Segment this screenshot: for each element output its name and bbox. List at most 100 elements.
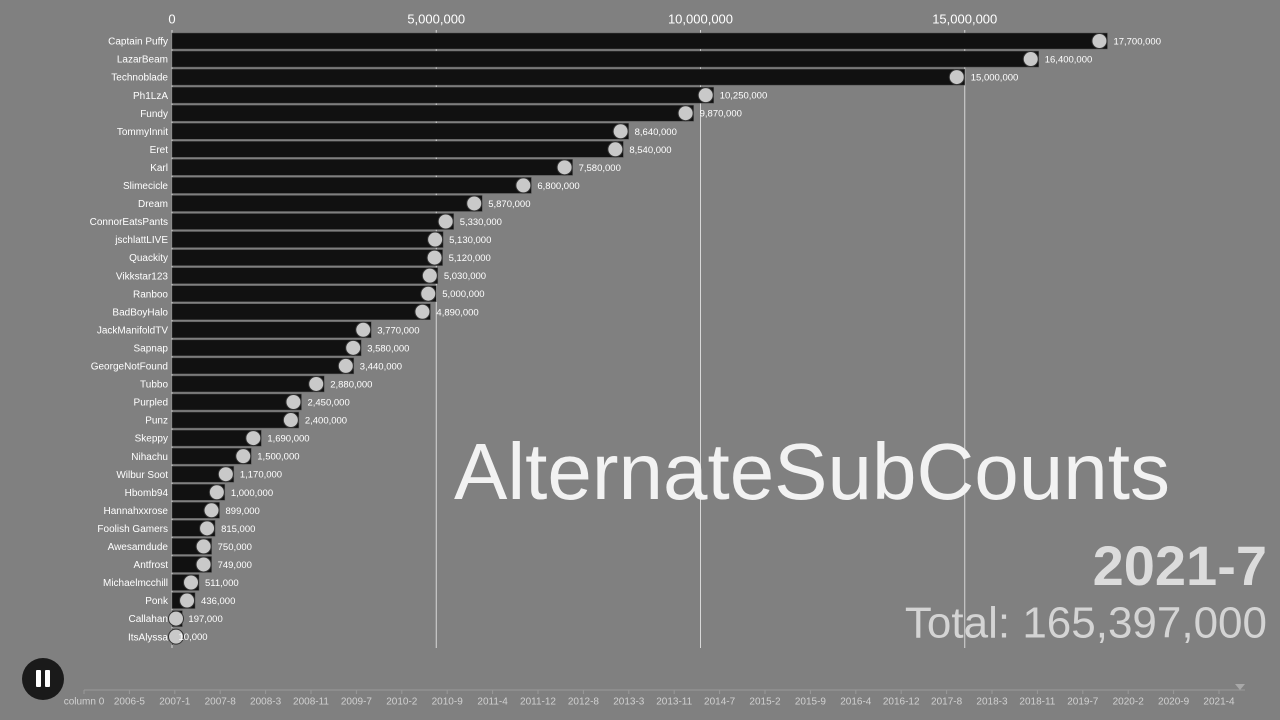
timeline-label: 2007-8 xyxy=(205,697,237,708)
avatar xyxy=(285,394,302,410)
avatar xyxy=(179,592,196,609)
x-tick-label: 10,000,000 xyxy=(668,11,733,26)
play-button[interactable] xyxy=(22,658,64,700)
timeline-label: 2007-1 xyxy=(159,697,191,708)
timeline-label: 2018-11 xyxy=(1019,697,1055,708)
avatar xyxy=(199,520,216,537)
bar xyxy=(171,285,437,302)
timeline-label: 2008-3 xyxy=(250,697,282,708)
bar xyxy=(171,104,694,122)
value-label: 4,890,000 xyxy=(436,307,478,318)
bar xyxy=(171,86,714,104)
bar xyxy=(171,339,362,357)
value-label: 5,130,000 xyxy=(449,235,491,246)
avatar xyxy=(1022,51,1039,68)
category-label: GeorgeNotFound xyxy=(91,362,168,373)
value-label: 3,440,000 xyxy=(360,361,402,372)
bar xyxy=(171,50,1039,68)
value-label: 5,330,000 xyxy=(460,217,502,228)
timeline-label: 2018-3 xyxy=(976,697,1008,708)
category-label: ConnorEatsPants xyxy=(90,217,168,228)
x-tick-label: 15,000,000 xyxy=(932,11,997,26)
value-label: 5,030,000 xyxy=(444,271,486,282)
category-label: Hbomb94 xyxy=(125,488,169,499)
bar xyxy=(171,393,302,411)
timeline-label: 2016-4 xyxy=(840,697,872,708)
category-label: Vikkstar123 xyxy=(116,271,169,282)
timeline-label: 2013-3 xyxy=(613,697,645,708)
value-label: 1,500,000 xyxy=(257,452,299,463)
avatar xyxy=(612,123,629,140)
value-label: 17,700,000 xyxy=(1113,37,1161,48)
avatar xyxy=(948,69,965,86)
timeline-label: 2010-2 xyxy=(386,697,418,708)
value-label: 10,000 xyxy=(179,632,208,643)
timeline-label: column 0 xyxy=(64,697,105,708)
value-label: 197,000 xyxy=(188,614,222,625)
bar xyxy=(171,249,443,266)
avatar xyxy=(308,375,325,392)
timeline-marker[interactable] xyxy=(1235,684,1245,690)
avatar xyxy=(437,213,454,230)
value-label: 2,400,000 xyxy=(305,416,347,427)
bar xyxy=(171,303,431,320)
category-label: Punz xyxy=(145,416,168,427)
timeline-label: 2019-7 xyxy=(1067,697,1099,708)
bar xyxy=(171,32,1108,50)
category-label: Dream xyxy=(138,199,168,210)
category-label: Ponk xyxy=(145,596,169,607)
pause-bar[interactable] xyxy=(36,670,41,687)
bar xyxy=(171,357,355,375)
avatar xyxy=(427,231,444,248)
pause-bar[interactable] xyxy=(45,670,50,687)
category-label: Wilbur Soot xyxy=(116,470,168,481)
bar xyxy=(171,123,629,140)
avatar xyxy=(183,574,200,591)
avatar xyxy=(421,267,438,284)
bar xyxy=(171,231,444,248)
value-label: 10,250,000 xyxy=(720,91,768,102)
category-label: Ph1LzA xyxy=(133,91,168,102)
category-label: Karl xyxy=(150,163,168,174)
timeline-label: 2020-9 xyxy=(1158,697,1190,708)
value-label: 511,000 xyxy=(205,578,239,589)
category-label: BadBoyHalo xyxy=(112,307,168,318)
category-label: Hannahxxrose xyxy=(104,506,169,517)
avatar xyxy=(466,195,483,212)
category-label: Purpled xyxy=(134,398,168,409)
value-label: 5,870,000 xyxy=(488,199,530,210)
avatar xyxy=(1091,33,1108,49)
avatar xyxy=(282,412,299,429)
avatar xyxy=(556,159,573,176)
avatar xyxy=(195,538,212,555)
category-label: Fundy xyxy=(140,109,168,120)
category-label: Michaelmcchill xyxy=(103,578,168,589)
timeline-label: 2013-11 xyxy=(656,697,692,708)
value-label: 2,880,000 xyxy=(330,379,372,390)
avatar xyxy=(420,285,437,302)
value-label: 5,120,000 xyxy=(449,253,491,264)
category-label: ItsAlyssa xyxy=(128,632,168,643)
value-label: 8,540,000 xyxy=(629,145,671,156)
category-label: Sapnap xyxy=(134,343,169,354)
value-label: 1,170,000 xyxy=(240,470,282,481)
avatar xyxy=(677,105,694,122)
bar xyxy=(171,411,300,429)
category-label: Foolish Gamers xyxy=(97,524,168,535)
timeline-label: 2011-4 xyxy=(477,697,508,708)
category-label: TommyInnit xyxy=(117,127,168,138)
avatar xyxy=(168,628,184,645)
play-button-circle[interactable] xyxy=(22,658,64,700)
value-label: 815,000 xyxy=(221,524,255,535)
timeline-label: 2011-12 xyxy=(520,697,556,708)
avatar xyxy=(168,610,184,627)
category-label: Technoblade xyxy=(111,73,168,84)
timeline-label: 2012-8 xyxy=(568,697,600,708)
avatar xyxy=(426,249,443,266)
value-label: 6,800,000 xyxy=(537,181,579,192)
avatar xyxy=(345,339,362,356)
timeline-label: 2016-12 xyxy=(883,697,920,708)
value-label: 8,640,000 xyxy=(635,127,677,138)
value-label: 749,000 xyxy=(218,560,252,571)
